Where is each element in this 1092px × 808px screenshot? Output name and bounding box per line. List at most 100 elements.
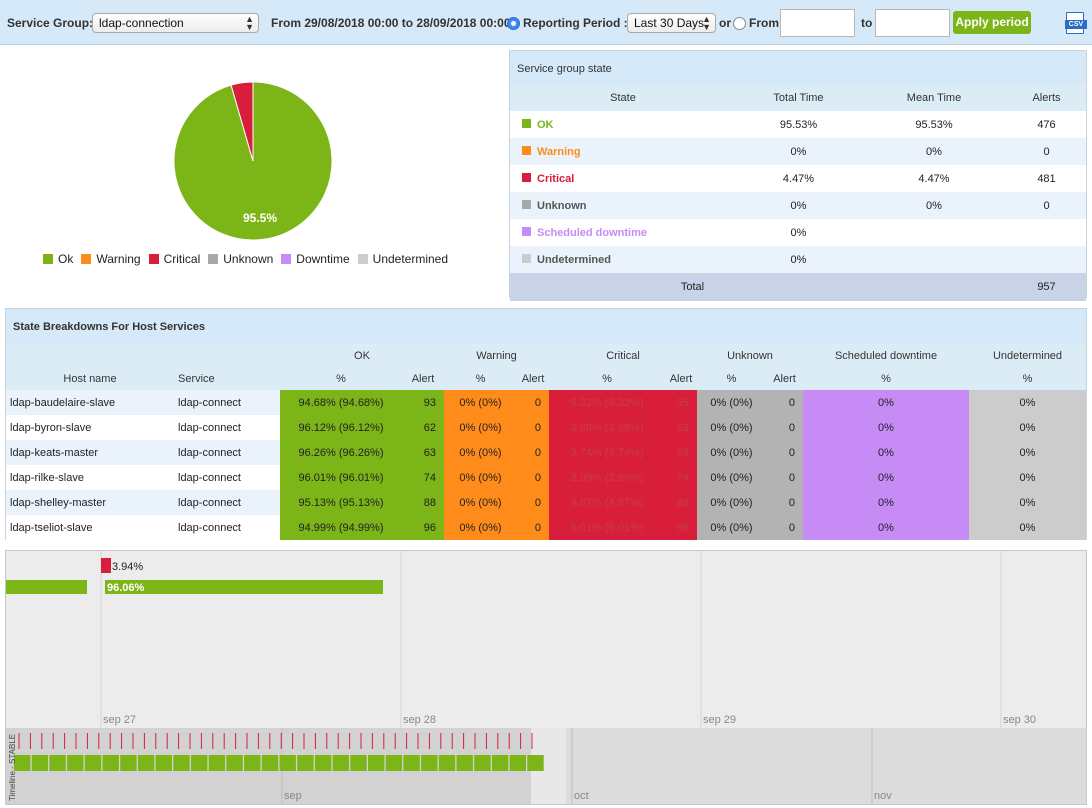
- custom-period-radio[interactable]: [733, 17, 746, 30]
- undetermined-cell: 0%: [969, 390, 1086, 415]
- state-breakdowns-title: State Breakdowns For Host Services: [6, 309, 1086, 344]
- legend-label: Critical: [163, 252, 201, 266]
- state-breakdowns-table: OK Warning Critical Unknown Scheduled do…: [6, 344, 1086, 540]
- mean-time-cell: 4.47%: [861, 165, 1007, 192]
- table-row: ldap-rilke-slave ldap-connect 96.01% (96.0…: [6, 465, 1086, 490]
- overview-ok-segment: [102, 755, 119, 771]
- legend-item-downtime[interactable]: Downtime: [281, 252, 350, 266]
- legend-label: Warning: [96, 252, 141, 266]
- scheduled-downtime-cell: 0%: [803, 465, 969, 490]
- legend-item-critical[interactable]: Critical: [148, 252, 201, 266]
- critical-percent-cell: 4.87% (4.87%): [549, 490, 665, 515]
- mean-time-cell: 95.53%: [861, 111, 1007, 138]
- service-group-state-panel: Service group state State Total Time Mea…: [509, 50, 1087, 301]
- legend-swatch: [357, 254, 368, 264]
- col-group-scheduled-downtime: Scheduled downtime: [803, 344, 969, 367]
- col-critical-alert: Alert: [665, 367, 697, 390]
- timeline-ok-bar[interactable]: [105, 580, 383, 594]
- state-color-swatch: [522, 118, 531, 128]
- total-label: Total: [510, 273, 861, 301]
- reporting-period-radio[interactable]: [507, 17, 520, 30]
- state-name-cell: OK: [510, 111, 736, 138]
- legend-swatch: [43, 254, 53, 264]
- col-group-undetermined: Undetermined: [969, 344, 1086, 367]
- total-time-cell: 0%: [736, 192, 861, 219]
- pie-slice-critical[interactable]: [230, 81, 254, 162]
- overview-ok-segment: [368, 755, 385, 771]
- date-range-text: From 29/08/2018 00:00 to 28/09/2018 00:0…: [271, 16, 511, 30]
- col-empty-2: [174, 344, 280, 367]
- unknown-alert-cell: 0: [766, 415, 803, 440]
- to-date-input[interactable]: [875, 9, 950, 37]
- warning-alert-cell: 0: [517, 390, 549, 415]
- alerts-cell: 476: [1007, 111, 1086, 138]
- reporting-period-select[interactable]: Last 30 Days ▲ ▼: [627, 13, 716, 33]
- state-name-cell: Undetermined: [510, 246, 736, 273]
- timeline-ok-bar-start[interactable]: [6, 580, 87, 594]
- critical-percent-cell: 5.32% (5.32%): [549, 390, 665, 415]
- scheduled-downtime-cell: 0%: [803, 390, 969, 415]
- overview-ok-segment: [332, 755, 349, 771]
- unknown-percent-cell: 0% (0%): [697, 440, 766, 465]
- state-color-swatch: [522, 253, 531, 263]
- total-time-cell: 95.53%: [736, 111, 861, 138]
- ok-alert-cell: 96: [402, 515, 444, 540]
- scheduled-downtime-cell: 0%: [803, 515, 969, 540]
- csv-export-icon[interactable]: CSV: [1065, 12, 1087, 34]
- state-name: Unknown: [537, 199, 587, 212]
- unknown-percent-cell: 0% (0%): [697, 465, 766, 490]
- timeline-critical-bar[interactable]: [101, 558, 111, 573]
- overview-ok-segment: [314, 755, 332, 771]
- legend-swatch: [148, 254, 159, 264]
- col-total-time: Total Time: [736, 85, 861, 111]
- timeline-chart: sep 27 sep 28 sep 29 sep 30 3.94% 96.06% sep oc…: [6, 551, 1086, 804]
- unknown-percent-cell: 0% (0%): [697, 515, 766, 540]
- overview-ok-segment: [31, 755, 49, 771]
- host-name-cell: ldap-baudelaire-slave: [6, 390, 174, 415]
- overview-ok-segment: [385, 755, 403, 771]
- ok-percent-cell: 94.68% (94.68%): [280, 390, 402, 415]
- apply-period-button[interactable]: Apply period: [953, 11, 1031, 34]
- col-ok-percent: %: [280, 367, 402, 390]
- state-color-swatch: [522, 226, 531, 236]
- state-row: Critical 4.47% 4.47% 481: [510, 165, 1086, 192]
- total-alerts: 957: [1007, 273, 1086, 301]
- legend-item-undetermined[interactable]: Undetermined: [357, 252, 449, 266]
- host-name-cell: ldap-rilke-slave: [6, 465, 174, 490]
- col-group-ok: OK: [280, 344, 444, 367]
- host-name-cell: ldap-shelley-master: [6, 490, 174, 515]
- service-group-select[interactable]: ldap-connection ▲ ▼: [92, 13, 259, 33]
- undetermined-cell: 0%: [969, 440, 1086, 465]
- timeline-tick-label: sep 27: [103, 714, 136, 726]
- alerts-cell: [1007, 219, 1086, 246]
- from-date-input[interactable]: [780, 9, 855, 37]
- legend-item-unknown[interactable]: Unknown: [208, 252, 273, 266]
- col-host-name: Host name: [6, 367, 174, 390]
- col-service: Service: [174, 367, 280, 390]
- ok-alert-cell: 74: [402, 465, 444, 490]
- col-critical-percent: %: [549, 367, 665, 390]
- overview-ok-segment: [173, 755, 190, 771]
- critical-percent-cell: 3.74% (3.74%): [549, 440, 665, 465]
- legend-item-ok[interactable]: Ok: [43, 252, 73, 266]
- overview-ok-segment: [155, 755, 172, 771]
- warning-alert-cell: 0: [517, 515, 549, 540]
- overview-ok-segment: [491, 755, 509, 771]
- unknown-alert-cell: 0: [766, 515, 803, 540]
- col-ok-alert: Alert: [402, 367, 444, 390]
- timeline-ok-label: 96.06%: [107, 582, 145, 594]
- overview-ok-segment: [350, 755, 367, 771]
- overview-ok-segment: [509, 755, 526, 771]
- legend-label: Undetermined: [372, 252, 449, 266]
- state-name: Warning: [537, 145, 581, 158]
- legend-swatch: [208, 254, 219, 264]
- state-name-cell: Unknown: [510, 192, 736, 219]
- overview-ok-segment: [244, 755, 261, 771]
- legend-item-warning[interactable]: Warning: [81, 252, 141, 266]
- alerts-cell: 0: [1007, 138, 1086, 165]
- state-row: Undetermined 0%: [510, 246, 1086, 273]
- table-row: ldap-byron-slave ldap-connect 96.12% (96.1…: [6, 415, 1086, 440]
- legend-label: Unknown: [223, 252, 274, 266]
- warning-alert-cell: 0: [517, 465, 549, 490]
- warning-percent-cell: 0% (0%): [444, 490, 517, 515]
